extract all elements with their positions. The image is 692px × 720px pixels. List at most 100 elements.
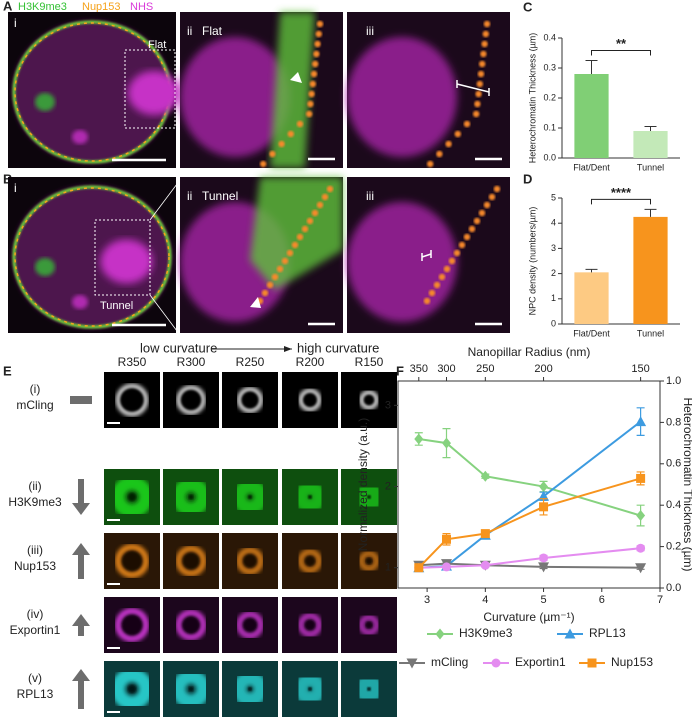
- legend-marker: [587, 658, 597, 668]
- ring-hole: [305, 620, 315, 630]
- row-number: (i): [30, 382, 41, 396]
- npc: [316, 20, 324, 28]
- legend-marker: [491, 658, 501, 668]
- error-bar: [644, 126, 657, 131]
- legend-label: RPL13: [589, 626, 626, 640]
- ring-hole: [128, 493, 136, 501]
- npc: [291, 241, 299, 249]
- ring-signal: [358, 550, 380, 572]
- subpanel-label: i: [14, 16, 17, 30]
- x2-tick-label: 250: [476, 363, 494, 375]
- npc: [483, 201, 491, 209]
- nucleolus: [180, 37, 290, 157]
- npc: [453, 249, 461, 257]
- ring-signal: [176, 385, 206, 415]
- npc: [477, 70, 485, 78]
- legend-label: Exportin1: [515, 655, 566, 669]
- ring-signal: [298, 388, 322, 412]
- stain-legend: NHS: [130, 1, 153, 13]
- npc: [296, 233, 304, 241]
- npc: [423, 297, 431, 305]
- npc: [493, 185, 501, 193]
- y-axis-label: Heterochromatin Thickness (µm): [527, 33, 537, 164]
- npc: [321, 193, 329, 201]
- ring-signal: [359, 390, 379, 410]
- panel-label: B: [3, 171, 12, 186]
- npc: [306, 110, 313, 118]
- subpanel-label: iii: [366, 189, 374, 203]
- subpanel-label: ii: [187, 24, 192, 38]
- npc: [276, 265, 284, 273]
- x2-axis-label: Nanopillar Radius (nm): [468, 345, 591, 359]
- ring-signal: [236, 611, 264, 639]
- npc: [480, 50, 487, 58]
- ring-hole: [365, 557, 373, 565]
- row-name: RPL13: [17, 687, 54, 701]
- subpanel-label: i: [14, 181, 17, 195]
- panel-label: F: [396, 363, 404, 378]
- zoom-box: [124, 49, 176, 129]
- npc: [475, 90, 482, 98]
- npc: [301, 225, 309, 233]
- row-name: Nup153: [14, 559, 56, 573]
- y-tick-label: 0.2: [543, 92, 556, 102]
- row-number: (v): [28, 671, 42, 685]
- marker: [538, 562, 550, 573]
- nucleolus: [35, 258, 55, 276]
- ring-hole: [188, 686, 194, 692]
- x-tick-label: 4: [482, 594, 488, 606]
- ring-hole: [182, 552, 200, 570]
- ring-signal: [237, 387, 263, 413]
- series-line: [418, 437, 641, 517]
- curvature-label: high curvature: [297, 340, 379, 355]
- ring-signal: [358, 614, 380, 636]
- y2-tick-label: 0.6: [666, 458, 681, 470]
- ring-signal: [116, 384, 148, 416]
- thickness-marker: [421, 250, 432, 261]
- npc: [436, 150, 443, 158]
- bar: [574, 272, 609, 324]
- npc: [316, 201, 324, 209]
- npc: [478, 209, 486, 217]
- x-tick-label: 6: [599, 594, 605, 606]
- npc: [428, 289, 436, 297]
- npc: [468, 225, 476, 233]
- marker: [480, 560, 490, 570]
- row-number: (iii): [27, 543, 43, 557]
- ring-hole: [120, 388, 144, 412]
- npc: [473, 110, 480, 118]
- npc: [326, 185, 334, 193]
- npc: [443, 265, 451, 273]
- x-tick-label: Flat/Dent: [573, 328, 610, 338]
- x-tick-label: 3: [424, 594, 430, 606]
- npc: [445, 140, 452, 148]
- ring-hole: [128, 685, 136, 693]
- marker: [636, 543, 646, 553]
- trend-bar: [70, 396, 92, 404]
- x-axis-label: Curvature (µm⁻¹): [483, 610, 574, 624]
- marker: [636, 510, 646, 522]
- error-bar: [585, 268, 598, 273]
- ring-hole: [248, 495, 252, 499]
- y-tick-label: 1: [551, 293, 556, 303]
- npc: [458, 241, 466, 249]
- ring-signal: [111, 668, 153, 710]
- nucleolus: [100, 239, 153, 284]
- npc: [476, 80, 483, 88]
- nucleus: [12, 20, 172, 164]
- ring-hole: [367, 495, 371, 499]
- y-tick-label: 0.4: [543, 32, 556, 42]
- ring-hole: [242, 392, 258, 408]
- x-tick-label: Tunnel: [637, 328, 664, 338]
- marker: [480, 529, 490, 539]
- zoom-box: [94, 219, 151, 296]
- noise: [180, 12, 343, 168]
- npc: [314, 40, 321, 48]
- npc: [454, 130, 461, 138]
- y-tick-label: 3: [385, 399, 391, 411]
- legend-label: Nup153: [611, 655, 653, 669]
- trend-arrow: [72, 543, 90, 579]
- npc: [448, 257, 456, 265]
- y2-tick-label: 1.0: [666, 375, 681, 387]
- npc: [260, 160, 267, 168]
